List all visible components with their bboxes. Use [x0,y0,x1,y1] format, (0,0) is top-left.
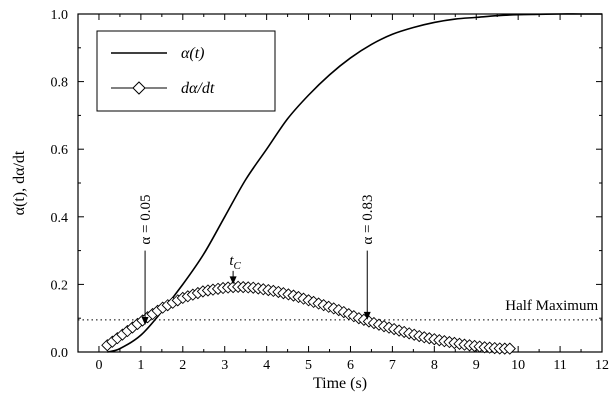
x-tick-label: 8 [431,358,438,373]
legend: α(t) dα/dt [96,30,276,112]
x-tick-label: 7 [389,358,396,373]
y-tick-label: 0.6 [51,143,69,158]
diamond-marker [503,342,516,355]
y-tick-label: 0.4 [51,211,69,226]
tc-label: tC [229,253,241,272]
derivative-series [101,280,516,355]
x-tick-label: 6 [347,358,354,373]
x-tick-label: 12 [595,358,609,373]
alpha-annotation: α = 0.83 [360,195,376,245]
x-tick-label: 0 [95,358,102,373]
x-tick-label: 10 [511,358,525,373]
legend-box [96,30,276,112]
x-tick-label: 11 [553,358,566,373]
annotation-arrow-head [141,316,149,325]
alpha-annotation: α = 0.05 [138,195,154,245]
tick-labels: 0 1 2 3 4 5 6 7 8 9 10 11 120.00.20.40.60.81.0 [51,8,610,373]
series-layer [101,13,602,355]
y-tick-label: 0.8 [51,76,69,91]
y-axis-title: α(t), dα/dt [11,150,28,215]
annotation-arrow-head [229,276,237,285]
reference-lines: Half Maximum [78,298,602,321]
legend-diamond-marker [132,81,146,95]
x-tick-label: 1 [137,358,144,373]
half-maximum-label: Half Maximum [505,298,598,314]
x-tick-label: 3 [221,358,228,373]
x-axis-title: Time (s) [313,375,367,392]
x-tick-label: 2 [179,358,186,373]
alpha-curve [107,13,602,353]
y-tick-label: 0.0 [51,346,69,361]
y-tick-label: 1.0 [51,8,69,23]
tc-subscript: C [234,260,242,272]
x-tick-label: 4 [263,358,270,373]
x-tick-label: 9 [473,358,480,373]
annotation-arrow-head [363,311,371,320]
x-tick-label: 5 [305,358,312,373]
legend-label-derivative: dα/dt [181,80,215,97]
annotations: α = 0.05 tC α = 0.83 [138,195,376,325]
legend-label-alpha: α(t) [181,45,205,62]
y-tick-label: 0.2 [51,278,69,293]
